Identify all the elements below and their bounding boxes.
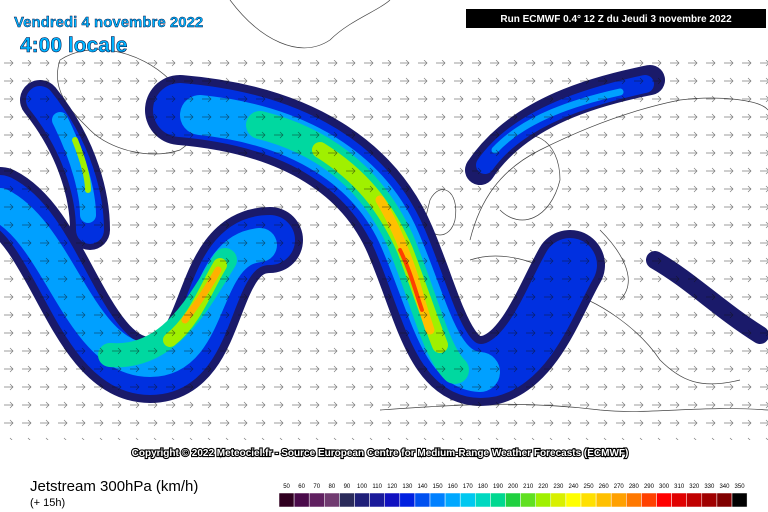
legend-label: 170 xyxy=(463,484,474,490)
legend-label: 200 xyxy=(508,484,519,490)
date: Vendredi 4 novembre 2022 xyxy=(14,14,203,31)
legend-label: 240 xyxy=(568,484,579,490)
legend-swatch xyxy=(701,492,718,508)
legend-swatch xyxy=(716,492,733,508)
legend-label: 180 xyxy=(478,484,489,490)
footer-title: Jetstream 300hPa (km/h) xyxy=(30,478,198,495)
legend-swatch xyxy=(686,492,703,508)
run-box xyxy=(466,9,766,28)
legend-swatch xyxy=(656,492,672,508)
legend-swatch xyxy=(444,492,461,508)
legend-label: 320 xyxy=(689,484,700,490)
legend-swatch xyxy=(354,492,370,508)
legend-swatch xyxy=(626,492,642,508)
legend-swatch xyxy=(505,492,521,508)
legend-label: 130 xyxy=(402,484,413,490)
run-info: Run ECMWF 0.4° 12 Z du Jeudi 3 novembre … xyxy=(500,14,732,25)
legend-label: 80 xyxy=(329,484,336,490)
legend-swatch xyxy=(459,492,476,508)
legend-label: 100 xyxy=(357,484,368,490)
legend-swatch xyxy=(610,492,627,508)
legend-label: 190 xyxy=(493,484,504,490)
wind-arrows xyxy=(0,60,768,440)
legend-swatch xyxy=(278,492,295,508)
legend-swatch xyxy=(520,492,536,508)
legend-label: 140 xyxy=(417,484,428,490)
legend-label: 220 xyxy=(538,484,549,490)
legend-label: 70 xyxy=(313,484,320,490)
legend-label: 160 xyxy=(448,484,459,490)
legend-label: 260 xyxy=(599,484,610,490)
legend-swatch xyxy=(384,492,401,508)
legend-label: 300 xyxy=(659,484,670,490)
legend-label: 150 xyxy=(433,484,444,490)
legend-swatch xyxy=(671,492,687,508)
time: 4:00 locale xyxy=(20,34,127,57)
legend-swatch xyxy=(308,492,325,508)
legend-label: 310 xyxy=(674,484,685,490)
legend-swatch xyxy=(399,492,416,508)
legend-swatch xyxy=(550,492,567,508)
legend-swatch xyxy=(535,492,552,508)
legend-label: 210 xyxy=(523,484,534,490)
legend-swatch xyxy=(429,492,446,508)
legend-swatch xyxy=(324,492,340,508)
jetstream xyxy=(0,60,768,440)
legend-label: 110 xyxy=(372,484,382,490)
legend-swatch xyxy=(490,492,506,508)
legend-label: 90 xyxy=(344,484,351,490)
legend-label: 270 xyxy=(614,484,625,490)
color-legend: 50 60 70 80 90 100 110 120 130 140 150 160 170 180 190… xyxy=(278,484,748,508)
legend-swatch xyxy=(369,492,385,508)
legend-label: 290 xyxy=(644,484,655,490)
legend-swatch xyxy=(580,492,597,508)
copyright: Copyright © 2022 Meteociel.fr - Source E… xyxy=(132,448,629,459)
legend-label: 120 xyxy=(387,484,398,490)
legend-label: 230 xyxy=(553,484,564,490)
legend-swatch xyxy=(339,492,355,508)
legend-swatch xyxy=(293,492,310,508)
legend-label: 340 xyxy=(719,484,730,490)
legend-label: 350 xyxy=(735,484,746,490)
legend-swatch xyxy=(595,492,612,508)
forecast-step: (+ 15h) xyxy=(30,497,65,509)
legend-label: 330 xyxy=(704,484,715,490)
legend-swatch xyxy=(731,492,748,508)
legend-swatch xyxy=(641,492,657,508)
legend-label: 280 xyxy=(629,484,640,490)
legend-label: 50 xyxy=(283,484,290,490)
legend-label: 60 xyxy=(298,484,305,490)
legend-swatch xyxy=(565,492,582,508)
legend-label: 250 xyxy=(584,484,595,490)
legend-swatch xyxy=(414,492,431,508)
legend-swatch xyxy=(475,492,491,508)
